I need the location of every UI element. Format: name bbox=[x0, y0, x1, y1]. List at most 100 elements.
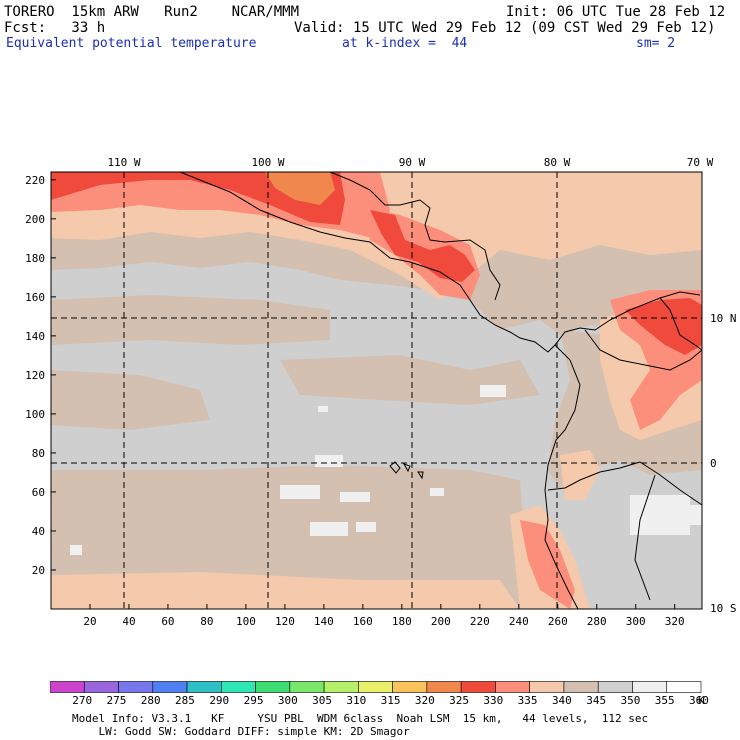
model-info-line1: Model Info: V3.3.1 KF YSU PBL WDM 6class… bbox=[72, 712, 649, 725]
colorbar-tick-label: 350 bbox=[620, 694, 641, 707]
colorbar-tick-label: 270 bbox=[72, 694, 93, 707]
colorbar-tick-label: 310 bbox=[346, 694, 367, 707]
right-tick-10n: 10 N bbox=[710, 312, 737, 325]
y-tick-label: 120 bbox=[25, 369, 45, 382]
colorbar-swatch bbox=[529, 681, 565, 693]
y-tick-label: 160 bbox=[25, 291, 45, 304]
field-345-band-mid bbox=[51, 370, 210, 430]
y-tick-label: 180 bbox=[25, 252, 45, 265]
x-tick-label: 140 bbox=[314, 615, 334, 628]
colorbar-tick-label: 285 bbox=[175, 694, 195, 707]
y-tick-label: 40 bbox=[32, 525, 45, 538]
x-tick-label: 200 bbox=[431, 615, 451, 628]
colorbar-unit: K bbox=[698, 694, 705, 707]
top-tick-100w: 100 W bbox=[251, 156, 284, 169]
border-brazil bbox=[634, 474, 656, 601]
coastline-south-america bbox=[544, 344, 581, 610]
coastline-central-america bbox=[179, 171, 701, 353]
field-340-patch bbox=[560, 450, 600, 500]
x-tick-label: 300 bbox=[626, 615, 646, 628]
x-tick-label: 280 bbox=[587, 615, 607, 628]
colorbar-swatch bbox=[255, 681, 291, 693]
colorbar-swatch bbox=[460, 681, 496, 693]
colorbar-swatch bbox=[392, 681, 428, 693]
y-tick-label: 20 bbox=[32, 564, 45, 577]
border-colombia bbox=[584, 329, 703, 371]
right-tick-0: 0 bbox=[710, 457, 717, 470]
model-title: TORERO 15km ARW Run2 NCAR/MMM bbox=[4, 4, 300, 20]
top-tick-80w: 80 W bbox=[544, 156, 571, 169]
colorbar-tick-label: 305 bbox=[312, 694, 332, 707]
coastline-gulf bbox=[329, 171, 501, 301]
field-330-centam bbox=[370, 210, 475, 282]
x-tick-label: 160 bbox=[353, 615, 373, 628]
field-335-peru bbox=[520, 520, 575, 609]
map-frame bbox=[50, 171, 703, 610]
right-tick-10s: 10 S bbox=[710, 602, 737, 615]
x-tick-label: 220 bbox=[470, 615, 490, 628]
colorbar-tick-label: 320 bbox=[414, 694, 435, 707]
field-345-band-west bbox=[51, 295, 330, 345]
y-tick-label: 60 bbox=[32, 486, 45, 499]
y-tick-label: 140 bbox=[25, 330, 45, 343]
y-tick-label: 80 bbox=[32, 447, 45, 460]
x-tick-label: 120 bbox=[275, 615, 295, 628]
x-tick-label: 60 bbox=[161, 615, 174, 628]
colorbar-tick-label: 290 bbox=[209, 694, 230, 707]
model-info-line2: LW: Godd SW: Goddard DIFF: simple KM: 2D… bbox=[72, 725, 410, 738]
colorbar-swatch bbox=[186, 681, 222, 693]
colorbar-tick-label: 280 bbox=[140, 694, 161, 707]
top-tick-110w: 110 W bbox=[107, 156, 140, 169]
y-grid-labels: 20 40 60 80 100 120 140 160 180 200 220 bbox=[25, 174, 45, 577]
colorbar-swatch bbox=[426, 681, 462, 693]
smoothing-info: sm= 2 bbox=[636, 36, 676, 51]
field-355-patches bbox=[70, 385, 702, 555]
valid-time: Valid: 15 UTC Wed 29 Feb 12 (09 CST Wed … bbox=[294, 20, 716, 36]
top-tick-90w: 90 W bbox=[399, 156, 426, 169]
colorbar-tick-label: 295 bbox=[243, 694, 264, 707]
field-325-mexico bbox=[265, 172, 335, 205]
colorbar-swatch bbox=[563, 681, 599, 693]
graticule bbox=[51, 172, 702, 609]
colorbar-tick-label: 330 bbox=[483, 694, 504, 707]
level-info: at k-index = 44 bbox=[342, 36, 468, 51]
theta-e-field bbox=[51, 172, 702, 609]
colorbar-swatch bbox=[597, 681, 633, 693]
field-340-south bbox=[51, 572, 520, 609]
coastlines bbox=[179, 171, 703, 610]
colorbar-swatch bbox=[495, 681, 530, 693]
border-ecuador-peru bbox=[547, 461, 703, 506]
field-330-ne bbox=[625, 298, 702, 355]
x-tick-label: 20 bbox=[83, 615, 96, 628]
field-name: Equivalent potential temperature bbox=[6, 36, 257, 51]
colorbar-swatch bbox=[666, 681, 702, 693]
colorbar-swatch bbox=[152, 681, 188, 693]
init-time: Init: 06 UTC Tue 28 Feb 12 bbox=[506, 4, 726, 20]
colorbar-swatch bbox=[221, 681, 256, 693]
x-tick-label: 260 bbox=[548, 615, 568, 628]
x-tick-label: 240 bbox=[509, 615, 529, 628]
colorbar-tick-label: 360 bbox=[689, 694, 709, 707]
colorbar-swatch bbox=[118, 681, 154, 693]
field-330-nw bbox=[51, 172, 345, 225]
colorbar-swatch bbox=[50, 681, 85, 693]
x-tick-label: 320 bbox=[665, 615, 685, 628]
forecast-hour: Fcst: 33 h bbox=[4, 20, 106, 36]
field-345-band-mid2 bbox=[280, 355, 540, 405]
colorbar-swatch bbox=[632, 681, 668, 693]
x-tick-label: 40 bbox=[122, 615, 135, 628]
colorbar-tick-label: 325 bbox=[449, 694, 470, 707]
colorbar-swatch bbox=[358, 681, 393, 693]
colorbar bbox=[50, 681, 702, 693]
colorbar-tick-label: 335 bbox=[517, 694, 538, 707]
x-tick-label: 80 bbox=[200, 615, 213, 628]
top-tick-70w: 70 W bbox=[687, 156, 714, 169]
x-grid-labels: 20 40 60 80 100 120 140 160 180 200 220 240 260 280 30… bbox=[83, 615, 684, 628]
colorbar-tick-label: 315 bbox=[380, 694, 401, 707]
y-tick-label: 220 bbox=[25, 174, 45, 187]
y-tick-label: 200 bbox=[25, 213, 45, 226]
colorbar-tick-label: 355 bbox=[654, 694, 675, 707]
colorbar-tick-label: 345 bbox=[586, 694, 607, 707]
colorbar-swatch bbox=[323, 681, 359, 693]
border-venezuela bbox=[659, 297, 703, 351]
